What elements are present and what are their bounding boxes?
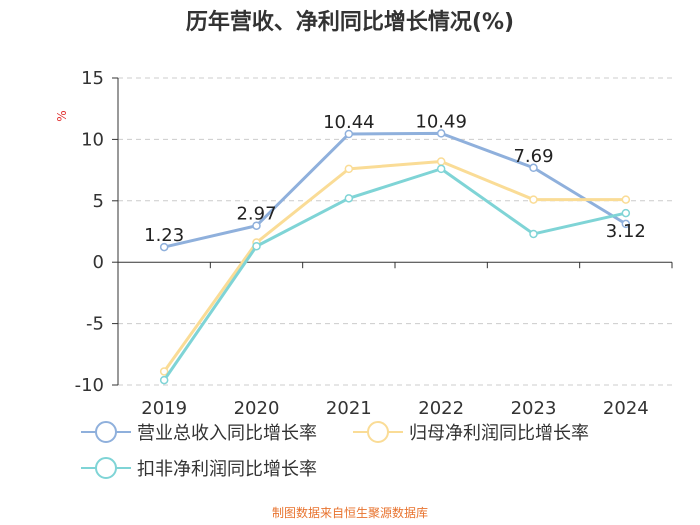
y-tick-label: 15 (81, 68, 104, 89)
data-label: 10.49 (415, 111, 467, 132)
legend-marker (367, 421, 389, 443)
x-tick-label: 2023 (511, 398, 557, 419)
data-point (344, 194, 354, 203)
data-point (159, 242, 169, 252)
data-point (621, 195, 631, 204)
gridlines (118, 77, 672, 386)
y-tick-label: 0 (93, 252, 104, 273)
data-point (529, 229, 538, 239)
x-tick-label: 2019 (141, 398, 187, 419)
series-line (162, 167, 628, 382)
data-label: 1.23 (144, 225, 184, 246)
legend-marker (95, 457, 117, 479)
data-point (529, 195, 538, 204)
source-note: 制图数据来自恒生聚源数据库 (272, 505, 428, 520)
data-label: 2.97 (236, 204, 276, 225)
legend-label: 营业总收入同比增长率 (137, 423, 317, 444)
data-point (252, 221, 261, 230)
data-label: 3.12 (606, 221, 646, 242)
data-point (436, 164, 446, 174)
data-label: 7.69 (513, 146, 553, 167)
axes: 15 10 5 0 -5 -10 2019 2020 2021 2022 2023 2024 (75, 68, 673, 419)
data-label: 10.44 (323, 112, 375, 133)
data-point (252, 241, 261, 251)
data-labels: 1.23 2.97 10.44 10.49 7.69 3.12 (144, 111, 646, 246)
data-point (436, 129, 446, 138)
series-line (162, 131, 628, 249)
y-axis-unit: % (55, 110, 69, 121)
x-tick-label: 2021 (326, 398, 372, 419)
legend-label: 扣非净利润同比增长率 (137, 459, 317, 480)
data-point (621, 219, 631, 229)
legend-marker (95, 421, 117, 443)
chart-title: 历年营收、净利同比增长情况(%) (186, 9, 514, 35)
series-lines (159, 129, 631, 385)
data-point (159, 367, 169, 376)
x-tick-label: 2022 (418, 398, 464, 419)
y-tick-label: 5 (93, 191, 104, 212)
series-line (162, 160, 628, 373)
data-point (159, 375, 169, 385)
y-tick-label: 10 (81, 129, 104, 150)
x-tick-label: 2024 (603, 398, 649, 419)
data-point (436, 157, 446, 166)
data-point (621, 208, 631, 218)
data-point (344, 129, 354, 139)
data-point (344, 164, 354, 174)
y-tick-label: -5 (86, 314, 104, 335)
y-tick-label: -10 (75, 375, 104, 396)
data-point (529, 163, 538, 173)
x-tick-label: 2020 (234, 398, 280, 419)
legend-label: 归母净利润同比增长率 (409, 423, 589, 444)
